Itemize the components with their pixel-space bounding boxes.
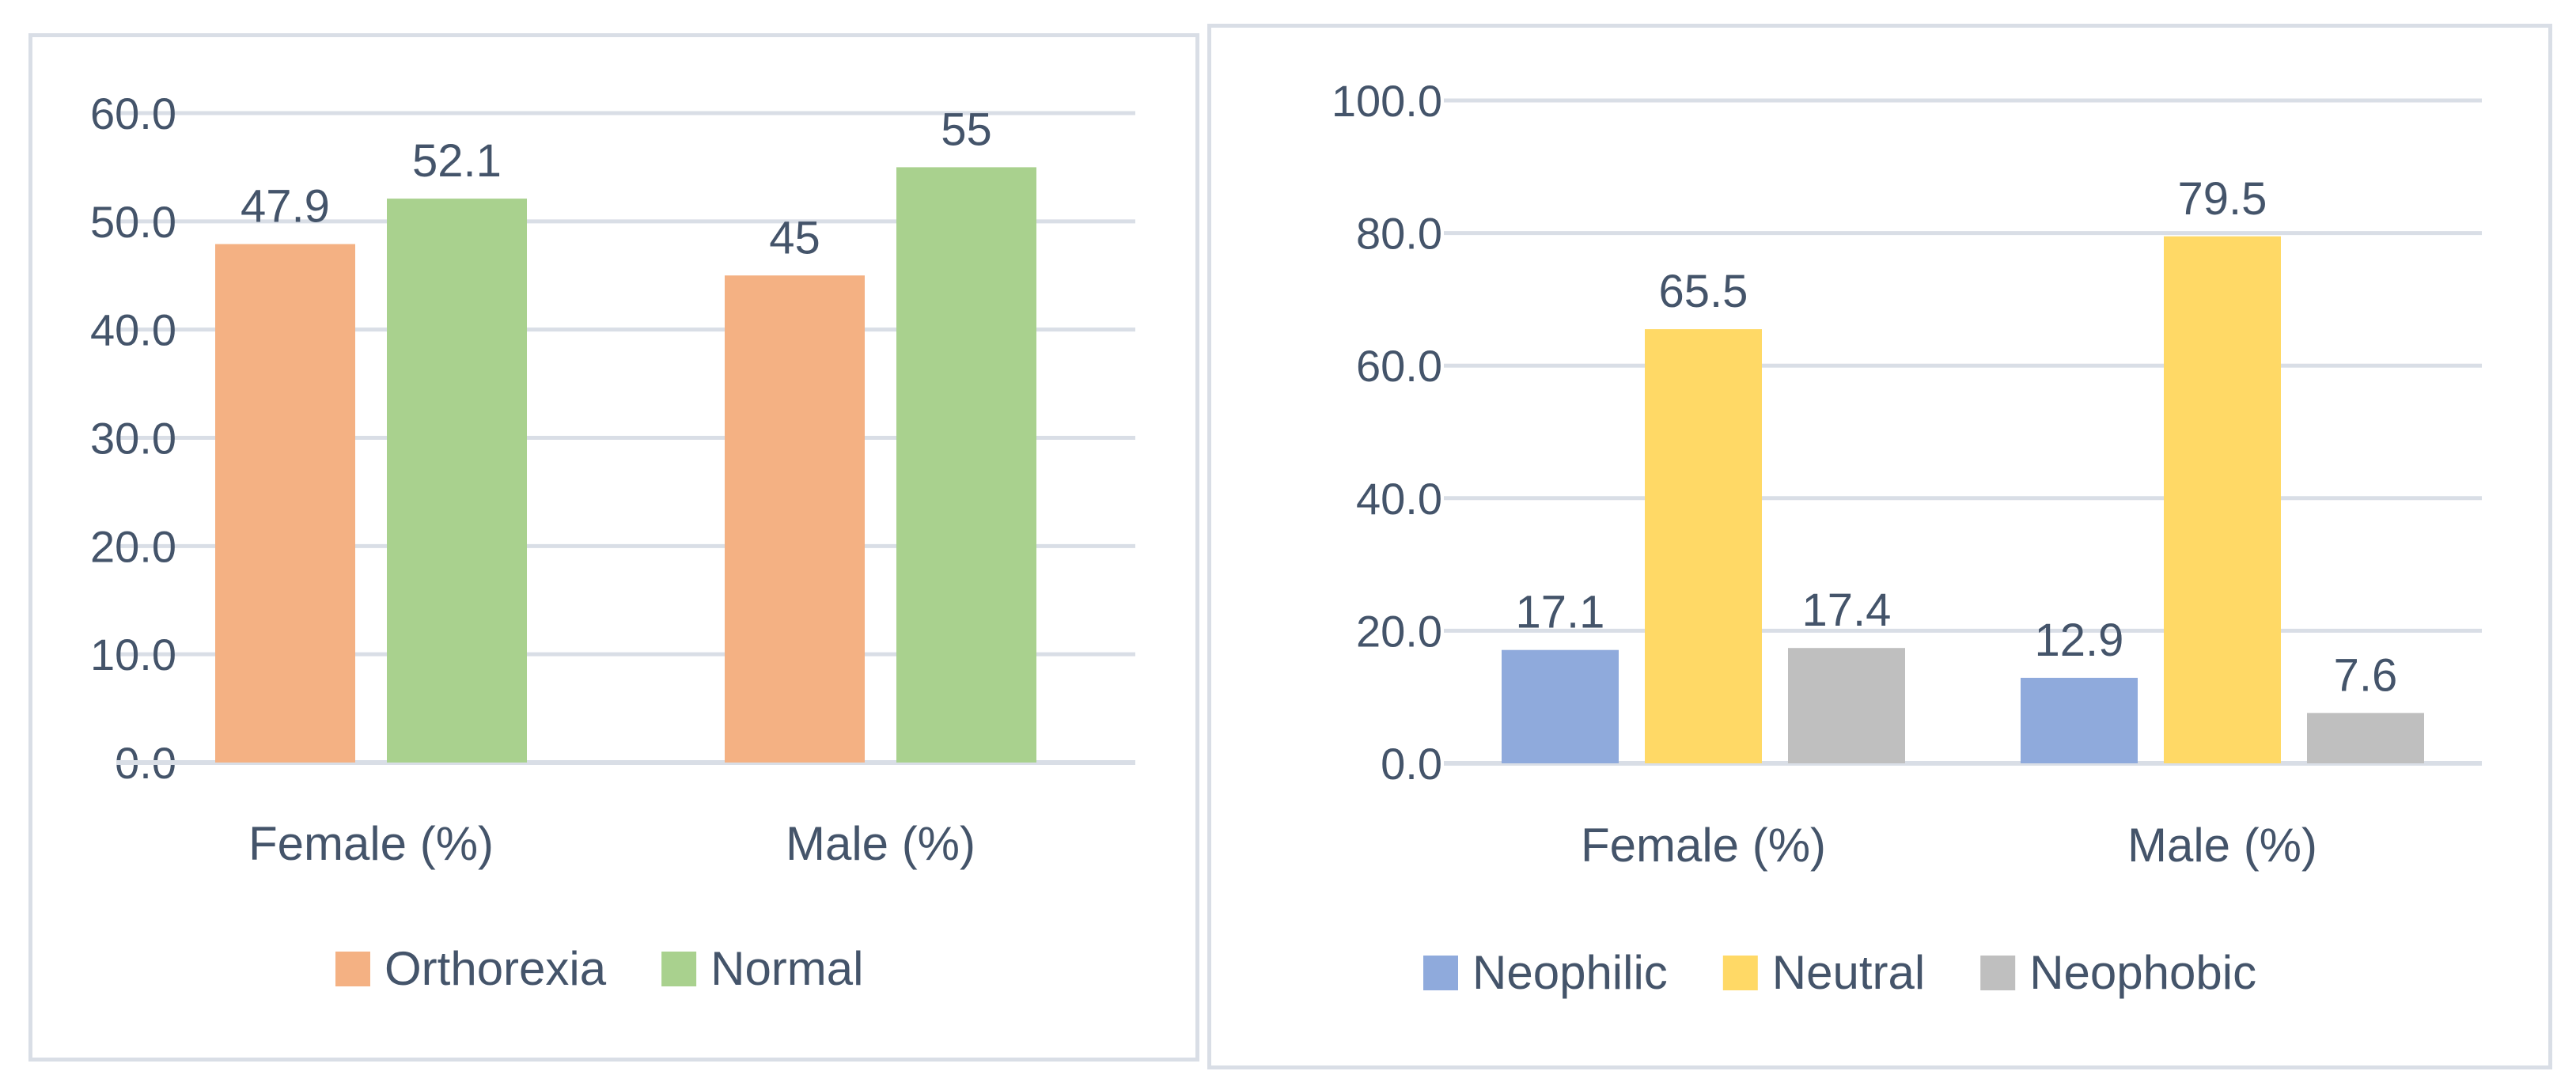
y-tick-label: 0.0: [1381, 739, 1442, 789]
legend-swatch-normal: [661, 952, 697, 986]
legend-label-neophilic: Neophilic: [1472, 946, 1668, 999]
bar-neutral-male: [2164, 236, 2281, 763]
bar-orthorexia-female: [215, 244, 355, 763]
y-tick-label: 80.0: [1356, 209, 1442, 259]
bar-neophobic-female: [1788, 648, 1905, 763]
data-label: 17.1: [1516, 587, 1605, 638]
y-tick-label: 60.0: [1356, 341, 1442, 391]
y-tick-label: 10.0: [90, 630, 176, 679]
chart-left-svg: 0.010.020.030.040.050.060.047.952.1Femal…: [90, 89, 1135, 995]
data-label: 47.9: [241, 181, 330, 233]
data-label: 55: [941, 104, 992, 155]
data-label: 7.6: [2334, 649, 2398, 701]
y-tick-label: 60.0: [90, 89, 176, 138]
legend-label-orthorexia: Orthorexia: [385, 942, 607, 995]
legend-swatch-neutral: [1722, 956, 1758, 990]
bar-neutral-female: [1645, 329, 1762, 763]
x-category-label: Male (%): [2127, 819, 2317, 872]
legend-swatch-neophobic: [1980, 956, 2016, 990]
y-tick-label: 40.0: [1356, 474, 1442, 524]
legend-label-neutral: Neutral: [1772, 946, 1925, 999]
chart-panel-left: 0.0 10.0 20.0 30.0 40.0 50.0 60.0 47.9 52.1 Femal…: [28, 33, 1199, 1062]
bar-neophilic-female: [1502, 649, 1619, 763]
data-label: 12.9: [2035, 615, 2124, 666]
data-label: 17.4: [1802, 585, 1892, 636]
x-category-label: Female (%): [1581, 819, 1826, 872]
bar-normal-male: [896, 167, 1036, 763]
y-tick-label: 20.0: [90, 521, 176, 571]
x-category-label: Female (%): [248, 817, 494, 870]
data-label: 79.5: [2178, 173, 2267, 225]
legend-label-neophobic: Neophobic: [2029, 946, 2256, 999]
chart-right-svg: 0.0 20.0 40.0 60.0 80.0 100.0 17.1 65.5 17.4 Fema…: [1332, 76, 2482, 999]
bar-neophobic-male: [2307, 713, 2424, 763]
legend-label-normal: Normal: [710, 942, 863, 995]
chart-panel-right: 0.0 20.0 40.0 60.0 80.0 100.0 17.1 65.5 17.4 Fema…: [1207, 24, 2552, 1069]
y-tick-label: 20.0: [1356, 606, 1442, 656]
y-tick-label: 40.0: [90, 305, 176, 355]
legend-swatch-neophilic: [1423, 956, 1458, 990]
y-tick-label: 30.0: [90, 414, 176, 464]
x-category-label: Male (%): [786, 817, 975, 870]
data-label: 52.1: [412, 135, 502, 187]
data-label: 65.5: [1659, 266, 1748, 317]
bar-orthorexia-male: [725, 275, 865, 763]
bar-neophilic-male: [2021, 677, 2138, 763]
y-tick-label: 100.0: [1332, 76, 1442, 126]
data-label: 45: [769, 212, 820, 263]
bar-normal-female: [387, 199, 527, 763]
y-tick-label: 50.0: [90, 197, 176, 247]
legend-swatch-orthorexia: [335, 952, 370, 986]
